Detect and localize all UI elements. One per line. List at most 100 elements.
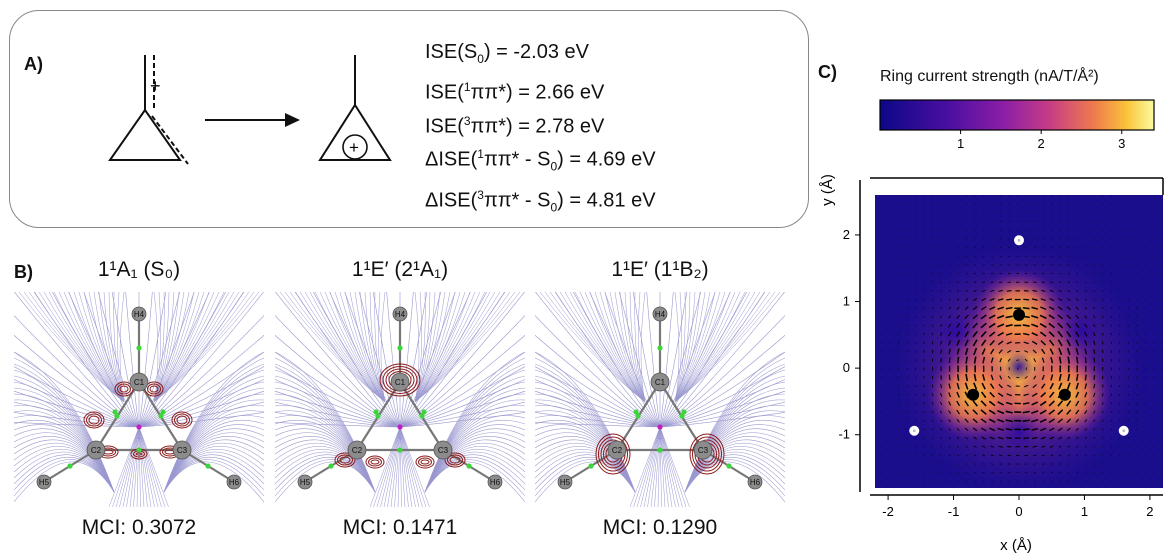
critical-point: [657, 345, 663, 351]
current-vectors: [880, 195, 1163, 482]
aromatic-circle: [342, 134, 368, 160]
y-axis-label: y (Å): [819, 174, 836, 206]
carbon-atom-marker: [967, 388, 980, 401]
x-tick-label: -2: [882, 504, 894, 519]
critical-point: [681, 409, 687, 415]
atom-c3: [693, 440, 713, 460]
ring-critical-point: [657, 424, 663, 430]
critical-point: [375, 413, 381, 419]
critical-point: [160, 409, 166, 415]
critical-point: [419, 413, 425, 419]
panel-b-label: B): [14, 262, 33, 282]
y-tick-label: 0: [843, 360, 850, 375]
atom-h5: [297, 474, 313, 490]
critical-point: [158, 413, 164, 419]
reactant-charge: +: [150, 76, 161, 96]
atom-h5: [36, 474, 52, 490]
atom-label: C3: [177, 446, 188, 455]
colorbar-tick-label: 2: [1038, 136, 1045, 151]
critical-point: [726, 463, 732, 469]
delta-ise-singlet: ΔISE(1ππ* - S0) = 4.69 eV: [425, 147, 656, 174]
critical-point: [466, 463, 472, 469]
atom-h4: [392, 306, 408, 322]
basin-contours: [334, 363, 466, 469]
atom-c2: [86, 440, 106, 460]
atom-label: C2: [352, 446, 363, 455]
colorbar-title: Ring current strength (nA/T/Å²): [880, 68, 1099, 85]
reactant-dashed-ring-bond: [151, 115, 189, 165]
colorbar-gradient: [879, 99, 1155, 131]
critical-point: [205, 463, 211, 469]
critical-point: [112, 409, 118, 415]
panel-a-label: A): [24, 54, 43, 74]
molecule-2-plot: H4 C1 C2 C3 H5 H6: [275, 292, 525, 507]
delta-ise-triplet: ΔISE(3ππ* - S0) = 4.81 eV: [425, 187, 656, 215]
atom-label: C2: [91, 446, 102, 455]
molecule-1-plot: H4 C1 C2 C3 H5 H6: [14, 292, 264, 507]
arrow-head: [285, 113, 300, 127]
x-tick-label: 0: [1015, 504, 1022, 519]
atom-h4: [131, 306, 147, 322]
x-axis-label: x (Å): [1000, 537, 1032, 554]
colorbar-tick-label: 3: [1118, 136, 1125, 151]
molecule-3-mci: MCI: 0.1290: [602, 516, 718, 539]
x-tick-label: 2: [1146, 504, 1153, 519]
atom-c1: [129, 372, 149, 392]
panel-c-label: C): [818, 62, 837, 82]
atom-h6: [487, 474, 503, 490]
critical-point: [588, 463, 594, 469]
molecule-3-title: 1¹E′ (1¹B₂): [611, 258, 709, 281]
ise-s0: ISE(S0) = -2.03 eV: [425, 41, 589, 66]
ring-current-plot: -2 -1 0 1 2 -1 0 1 2 y (Å) x (Å): [819, 174, 1164, 554]
y-tick-label: 1: [843, 294, 850, 309]
atom-h6: [226, 474, 242, 490]
carbon-atom-marker: [1058, 388, 1071, 401]
field-lines: [14, 292, 264, 507]
atom-c3: [172, 440, 192, 460]
molecule-2-mci: MCI: 0.1471: [342, 516, 458, 539]
field-lines: [535, 292, 785, 507]
product-charge: +: [349, 138, 359, 157]
atom-h4: [652, 306, 668, 322]
critical-point: [397, 447, 403, 453]
atom-label: H4: [395, 310, 406, 319]
atom-label: H5: [39, 478, 50, 487]
atom-label: H5: [300, 478, 311, 487]
reaction-scheme: + +: [108, 55, 392, 165]
critical-point: [136, 345, 142, 351]
atom-h6: [747, 474, 763, 490]
molecule-1-mci: MCI: 0.3072: [81, 516, 197, 539]
atom-label: C1: [655, 378, 666, 387]
critical-point: [328, 463, 334, 469]
atom-label: C2: [612, 446, 623, 455]
critical-point: [373, 409, 379, 415]
atom-label: H6: [229, 478, 240, 487]
field-lines: [275, 292, 525, 507]
atom-label: C3: [698, 446, 709, 455]
atom-h5: [557, 474, 573, 490]
ring-critical-point: [136, 424, 142, 430]
ise-singlet: ISE(1ππ*) = 2.66 eV: [425, 80, 605, 104]
atom-label: H5: [560, 478, 571, 487]
atom-label: H6: [750, 478, 761, 487]
atom-c2: [347, 440, 367, 460]
colorbar-ticks: 1 2 3: [957, 130, 1125, 151]
panel-a-box: [9, 10, 809, 228]
carbon-atom-marker: [1013, 308, 1025, 321]
atom-c1: [390, 372, 410, 392]
atom-label: C3: [438, 446, 449, 455]
product-ring: [318, 103, 392, 161]
critical-point: [635, 413, 641, 419]
reactant-ring: [108, 108, 182, 161]
critical-point: [67, 463, 73, 469]
critical-point: [421, 409, 427, 415]
atom-label: H6: [490, 478, 501, 487]
atom-c2: [607, 440, 627, 460]
critical-point: [657, 447, 663, 453]
colorbar: 1 2 3: [879, 99, 1155, 151]
atom-label: C1: [134, 378, 145, 387]
molecule-1-title: 1¹A₁ (S₀): [97, 258, 181, 281]
atom-c3: [433, 440, 453, 460]
y-tick-label: 2: [843, 227, 850, 242]
ise-equations: ISE(S0) = -2.03 eV ISE(1ππ*) = 2.66 eV I…: [425, 38, 656, 222]
